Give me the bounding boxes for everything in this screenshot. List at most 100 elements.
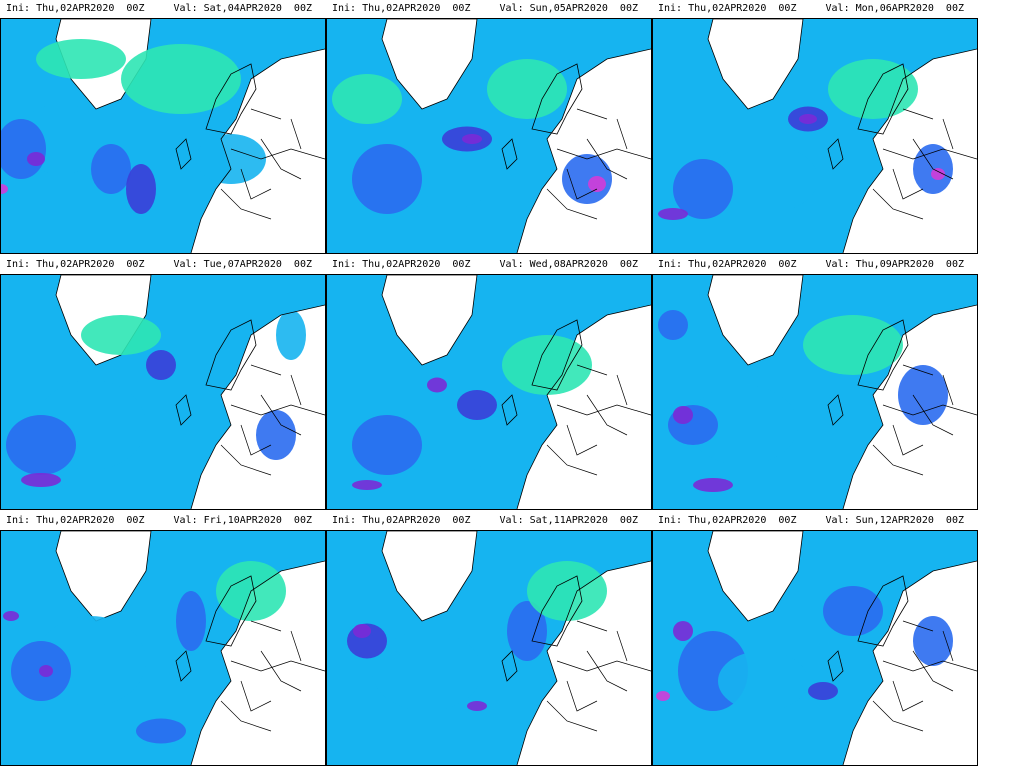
precip-area xyxy=(353,624,371,638)
precip-area xyxy=(898,365,948,425)
forecast-panel-6: Ini: Thu,02APR2020 00Z Val: Thu,09APR2020… xyxy=(652,256,978,512)
precip-area xyxy=(808,682,838,700)
precip-area xyxy=(21,473,61,487)
precip-map xyxy=(0,530,326,766)
precip-area xyxy=(673,159,733,219)
precip-area xyxy=(658,208,688,220)
coastline xyxy=(190,560,325,765)
country-borders xyxy=(872,108,977,220)
precip-area xyxy=(658,310,688,340)
precip-area xyxy=(693,478,733,492)
precip-area xyxy=(799,114,817,124)
country-borders xyxy=(220,108,325,220)
valid-time-label: Val: Fri,10APR2020 00Z xyxy=(173,515,312,526)
panel-header: Ini: Thu,02APR2020 00Z Val: Thu,09APR2020… xyxy=(652,256,978,274)
precip-area xyxy=(487,59,567,119)
coastline xyxy=(501,63,583,170)
precip-map xyxy=(652,274,978,510)
precip-area xyxy=(352,480,382,490)
country-borders xyxy=(546,108,651,220)
forecast-panel-8: Ini: Thu,02APR2020 00Z Val: Sat,11APR2020… xyxy=(326,512,652,768)
country-borders xyxy=(872,620,977,732)
precip-map xyxy=(652,530,978,766)
init-time-label: Ini: Thu,02APR2020 00Z xyxy=(658,515,797,526)
greenland-land xyxy=(707,19,804,110)
precip-area xyxy=(467,701,487,711)
country-borders xyxy=(220,620,325,732)
forecast-panel-2: Ini: Thu,02APR2020 00Z Val: Sun,05APR2020… xyxy=(326,0,652,256)
panel-header: Ini: Thu,02APR2020 00Z Val: Wed,08APR2020… xyxy=(326,256,652,274)
coastline xyxy=(501,319,583,426)
precip-area xyxy=(427,377,447,393)
greenland-land xyxy=(707,531,804,622)
precip-area xyxy=(457,390,497,420)
init-time-label: Ini: Thu,02APR2020 00Z xyxy=(6,259,145,270)
precip-map-canvas xyxy=(327,275,651,509)
precip-map-canvas xyxy=(327,531,651,765)
continent-land xyxy=(517,49,651,253)
precip-area xyxy=(136,718,186,744)
forecast-panel-7: Ini: Thu,02APR2020 00Z Val: Fri,10APR2020… xyxy=(0,512,326,768)
coastline xyxy=(842,48,977,253)
precip-area xyxy=(3,611,19,621)
valid-time-label: Val: Wed,08APR2020 00Z xyxy=(499,259,638,270)
precip-area xyxy=(27,152,45,166)
precip-map-canvas xyxy=(1,19,325,253)
greenland-land xyxy=(381,19,478,110)
precip-area xyxy=(91,144,131,194)
forecast-panel-5: Ini: Thu,02APR2020 00Z Val: Wed,08APR2020… xyxy=(326,256,652,512)
coastline xyxy=(190,304,325,509)
precip-area xyxy=(1,184,8,194)
precip-area xyxy=(352,415,422,475)
country-borders xyxy=(546,364,651,476)
panel-header: Ini: Thu,02APR2020 00Z Val: Sat,04APR2020… xyxy=(0,0,326,18)
precip-area xyxy=(656,691,670,701)
precip-area xyxy=(146,350,176,380)
coastline xyxy=(190,48,325,253)
init-time-label: Ini: Thu,02APR2020 00Z xyxy=(658,259,797,270)
coastline xyxy=(516,304,651,509)
precip-area xyxy=(673,621,693,641)
panel-header: Ini: Thu,02APR2020 00Z Val: Sat,11APR2020… xyxy=(326,512,652,530)
coastline xyxy=(827,319,909,426)
greenland-land xyxy=(381,531,478,622)
precip-area xyxy=(276,310,306,360)
init-time-label: Ini: Thu,02APR2020 00Z xyxy=(332,515,471,526)
precip-map xyxy=(326,274,652,510)
valid-time-label: Val: Mon,06APR2020 00Z xyxy=(825,3,964,14)
coastline xyxy=(842,560,977,765)
precip-area xyxy=(126,164,156,214)
continent-land xyxy=(843,561,977,765)
precip-map xyxy=(652,18,978,254)
valid-time-label: Val: Sat,11APR2020 00Z xyxy=(499,515,638,526)
precip-map xyxy=(0,18,326,254)
greenland-land xyxy=(55,531,152,622)
country-borders xyxy=(220,364,325,476)
precip-map-canvas xyxy=(1,531,325,765)
coastline xyxy=(516,48,651,253)
forecast-panel-4: Ini: Thu,02APR2020 00Z Val: Tue,07APR2020… xyxy=(0,256,326,512)
precip-area xyxy=(931,168,945,180)
forecast-panel-9: Ini: Thu,02APR2020 00Z Val: Sun,12APR2020… xyxy=(652,512,978,768)
panel-header: Ini: Thu,02APR2020 00Z Val: Fri,10APR2020… xyxy=(0,512,326,530)
coastline xyxy=(175,575,257,682)
precip-map xyxy=(0,274,326,510)
valid-time-label: Val: Sun,12APR2020 00Z xyxy=(825,515,964,526)
coastline xyxy=(175,63,257,170)
init-time-label: Ini: Thu,02APR2020 00Z xyxy=(658,3,797,14)
greenland-land xyxy=(707,275,804,366)
precip-map-canvas xyxy=(653,531,977,765)
country-borders xyxy=(546,620,651,732)
precip-area xyxy=(332,74,402,124)
panel-header: Ini: Thu,02APR2020 00Z Val: Sun,12APR2020… xyxy=(652,512,978,530)
continent-land xyxy=(843,49,977,253)
greenland-land xyxy=(381,275,478,366)
valid-time-label: Val: Sat,04APR2020 00Z xyxy=(173,3,312,14)
forecast-panel-1: Ini: Thu,02APR2020 00Z Val: Sat,04APR2020… xyxy=(0,0,326,256)
continent-land xyxy=(191,561,325,765)
precip-area xyxy=(828,59,918,119)
init-time-label: Ini: Thu,02APR2020 00Z xyxy=(332,3,471,14)
precip-area xyxy=(6,415,76,475)
init-time-label: Ini: Thu,02APR2020 00Z xyxy=(6,515,145,526)
